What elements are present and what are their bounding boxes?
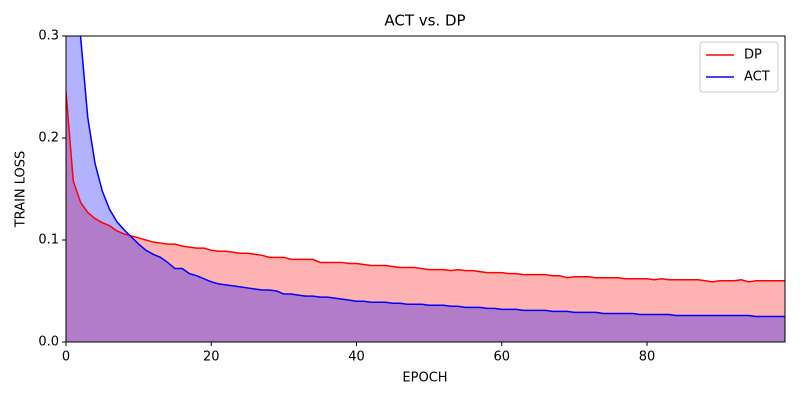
y-tick-label: 0.2 — [38, 131, 59, 146]
x-tick-label: 40 — [348, 350, 365, 365]
area-fill — [66, 36, 785, 342]
legend-label: ACT — [744, 70, 770, 85]
y-tick-label: 0.1 — [38, 233, 59, 248]
line — [79, 36, 785, 318]
y-tick-label: 0.0 — [38, 335, 59, 350]
line — [66, 92, 785, 283]
area-fill — [66, 92, 785, 342]
y-axis-label: TRAIN LOSS — [14, 151, 29, 229]
chart-title: ACT vs. DP — [384, 12, 465, 30]
x-tick-label: 0 — [62, 350, 70, 365]
y-tick-label: 0.3 — [38, 29, 59, 44]
x-tick-label: 60 — [493, 350, 510, 365]
legend: DP ACT — [699, 41, 779, 93]
legend-label: DP — [744, 48, 762, 63]
axes: 0 20 40 60 80 0.0 0.1 0.2 0.3 — [38, 29, 655, 365]
legend-box — [699, 41, 779, 93]
plot-frame — [65, 35, 786, 343]
x-axis-label: EPOCH — [402, 371, 447, 386]
x-tick-label: 20 — [203, 350, 220, 365]
plot-area — [66, 36, 785, 342]
x-tick-label: 80 — [639, 350, 656, 365]
